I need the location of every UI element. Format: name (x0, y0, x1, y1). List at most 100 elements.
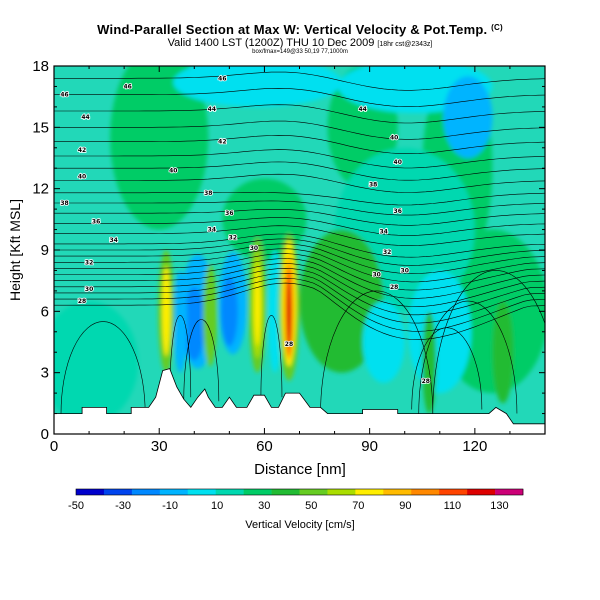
velocity-cell (492, 301, 514, 404)
colorbar-swatch (299, 489, 328, 495)
theta-contour (54, 149, 545, 169)
theta-label: 44 (81, 114, 89, 121)
theta-contour (54, 120, 545, 140)
colorbar-swatch (411, 489, 440, 495)
velocity-cell (422, 311, 437, 414)
colorbar-tick-label: -30 (115, 500, 131, 512)
theta-contour (418, 300, 518, 414)
theta-label: 46 (218, 75, 226, 82)
colorbar-swatch (467, 489, 496, 495)
velocity-cell (267, 250, 282, 373)
velocity-cell (287, 280, 291, 347)
colorbar-tick-label: -50 (68, 500, 84, 512)
theta-contour (54, 243, 545, 274)
colorbar-tick-label: 10 (211, 500, 223, 512)
x-tick-label: 30 (151, 438, 168, 455)
colorbar-swatch (327, 489, 356, 495)
y-tick-label: 6 (41, 303, 49, 320)
theta-contour (54, 173, 545, 193)
y-tick-label: 9 (41, 242, 49, 259)
x-axis-label: Distance [nm] (254, 461, 346, 478)
velocity-cell (203, 264, 218, 367)
theta-label: 28 (422, 378, 430, 385)
theta-label: 38 (60, 200, 68, 207)
theta-label: 30 (372, 272, 380, 279)
chart-subline: box/fmax=149@33 50,19 77,1000m (252, 49, 348, 55)
colorbar-tick-label: -10 (162, 500, 178, 512)
velocity-cell (408, 270, 472, 394)
valid-time: Valid 1400 LST (1200Z) THU 10 Dec 2009 (167, 37, 375, 49)
colorbar: -50 -30 -10 10 30 50 70 90 110 130 Vertical Veloci… (68, 488, 524, 531)
theta-contour (54, 225, 545, 246)
colorbar-swatch (495, 489, 524, 495)
theta-contour (169, 315, 192, 398)
colorbar-swatch (103, 489, 133, 495)
theta-label: 28 (390, 284, 398, 291)
colorbar-tick-label: 90 (399, 500, 411, 512)
colorbar-swatch (131, 489, 161, 495)
velocity-cell (362, 301, 405, 383)
colorbar-swatch (159, 489, 189, 495)
y-tick-label: 3 (41, 365, 49, 382)
colorbar-swatch (76, 489, 105, 495)
velocity-cell (110, 66, 209, 230)
colorbar-tick-label: 50 (305, 500, 317, 512)
theta-label: 46 (60, 92, 68, 99)
theta-contour (54, 217, 545, 236)
theta-contour (54, 209, 545, 226)
velocity-cell (162, 266, 171, 357)
theta-contour (260, 315, 283, 398)
theta-contour (54, 192, 545, 206)
colorbar-swatch (271, 489, 300, 495)
theta-label: 40 (78, 173, 86, 180)
theta-labels: 46 46 46 44 44 44 42 42 40 40 40 40 38 38 38 36 36 36 34 34… (60, 74, 431, 385)
velocity-cell (173, 270, 188, 373)
theta-label: 30 (401, 267, 409, 274)
theta-contour (54, 248, 545, 283)
theta-label: 42 (78, 147, 86, 154)
velocity-cell (220, 276, 238, 347)
theta-contour (54, 282, 545, 340)
theta-label: 34 (109, 237, 117, 244)
chart-title-text: Wind-Parallel Section at Max W: Vertical… (97, 22, 488, 37)
velocity-cell (254, 264, 261, 347)
theta-label: 38 (204, 190, 212, 197)
colorbar-swatch (243, 489, 272, 495)
colorbar-swatch (383, 489, 412, 495)
theta-label: 42 (218, 139, 226, 146)
run-info: [18hr cst@2343z] (377, 41, 433, 48)
colorbar-tick-label: 110 (444, 500, 462, 512)
theta-contour (54, 277, 545, 332)
y-axis-label: Height [Kft MSL] (7, 199, 23, 301)
theta-label: 46 (123, 83, 131, 90)
colorbar-label: Vertical Velocity [cm/s] (245, 519, 354, 531)
theta-label: 32 (85, 259, 93, 266)
x-tick-label: 0 (50, 438, 58, 455)
colorbar-swatch (215, 489, 244, 495)
theta-label: 34 (379, 229, 387, 236)
theta-label: 36 (394, 208, 402, 215)
chart-subtitle: Valid 1400 LST (1200Z) THU 10 Dec 2009 [… (0, 37, 600, 49)
theta-label: 30 (250, 245, 258, 252)
y-tick-label: 0 (41, 426, 49, 443)
theta-label: 34 (208, 227, 216, 234)
colorbar-tick-label: 30 (258, 500, 270, 512)
plot-area: 46 46 46 44 44 44 42 42 40 40 40 40 38 38 38 36 36 36 34 34… (54, 66, 545, 434)
x-tick-label: 90 (361, 438, 378, 455)
theta-label: 36 (225, 210, 233, 217)
theta-contour (54, 200, 545, 216)
theta-label: 28 (78, 298, 86, 305)
theta-contour (183, 319, 220, 402)
theta-label: 36 (92, 218, 100, 225)
copyright-mark: (C) (491, 23, 503, 32)
colorbar-tick-label: 130 (490, 500, 508, 512)
x-tick-label: 60 (256, 438, 273, 455)
theta-contour (54, 161, 545, 181)
theta-contours (54, 71, 545, 414)
colorbar-swatch (355, 489, 384, 495)
theta-contour (54, 71, 545, 91)
theta-contour (54, 87, 545, 107)
theta-label: 28 (285, 341, 293, 348)
